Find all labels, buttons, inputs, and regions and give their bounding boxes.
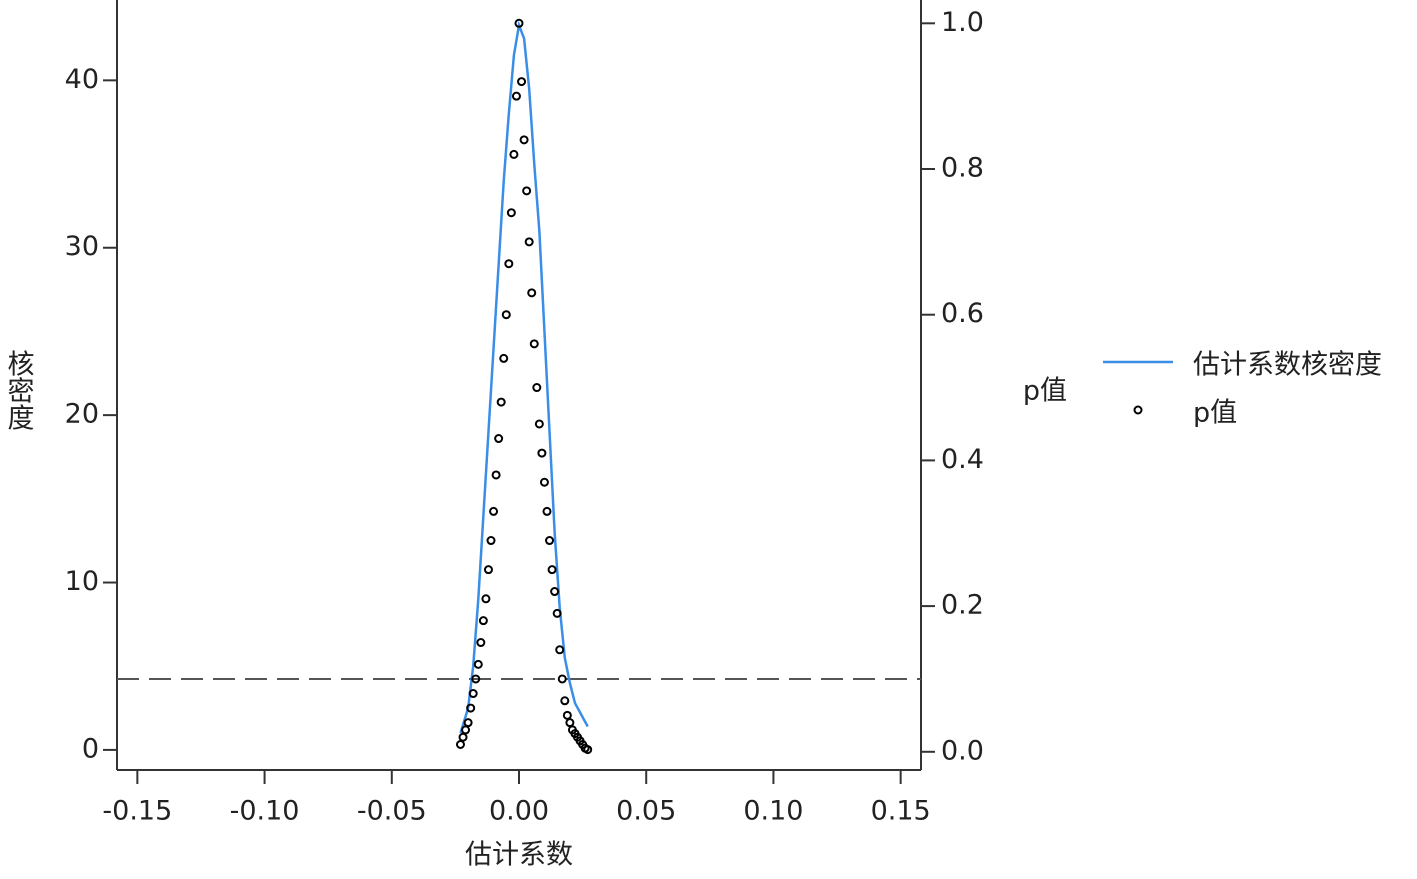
- p-value-point: [455, 740, 465, 750]
- p-value-point: [471, 674, 481, 684]
- p-value-point: [519, 135, 529, 145]
- legend-label: p值: [1193, 398, 1237, 429]
- p-value-point: [547, 565, 557, 575]
- p-value-point: [560, 696, 570, 706]
- x-tick-label: 0.00: [489, 796, 549, 827]
- p-value-point: [537, 448, 547, 458]
- y2-tick-label: 0.0: [941, 735, 984, 766]
- p-value-point: [506, 208, 516, 218]
- p-value-point: [499, 353, 509, 363]
- y-tick-label: 10: [65, 566, 99, 597]
- p-value-point: [501, 310, 511, 320]
- p-value-point: [565, 718, 575, 728]
- p-value-point: [461, 725, 471, 735]
- p-value-point: [473, 659, 483, 669]
- p-value-point: [491, 470, 501, 480]
- y2-tick-label: 0.4: [941, 444, 984, 475]
- p-value-point: [489, 506, 499, 516]
- p-value-point: [481, 594, 491, 604]
- p-value-point: [562, 710, 572, 720]
- p-value-point: [463, 718, 473, 728]
- x-tick-label: 0.10: [743, 796, 803, 827]
- density-line: [459, 20, 589, 734]
- p-value-point: [466, 703, 476, 713]
- p-value-point: [539, 477, 549, 487]
- p-value-point: [517, 77, 527, 87]
- p-value-point: [555, 645, 565, 655]
- p-value-point: [527, 288, 537, 298]
- p-value-point: [504, 259, 514, 269]
- y-tick-label: 20: [65, 399, 99, 430]
- y-tick-label: 30: [65, 231, 99, 262]
- p-value-point: [545, 536, 555, 546]
- y2-tick-label: 1.0: [941, 7, 984, 38]
- x-axis-label: 估计系数: [465, 840, 573, 871]
- p-value-point: [468, 689, 478, 699]
- y2-tick-label: 0.8: [941, 153, 984, 184]
- x-tick-label: -0.10: [230, 796, 300, 827]
- p-value-point: [511, 91, 521, 101]
- x-tick-label: -0.15: [102, 796, 172, 827]
- y-axis-label: 核密度: [3, 349, 35, 430]
- p-value-point: [583, 745, 593, 755]
- legend-marker: [1133, 405, 1143, 415]
- p-value-point: [483, 565, 493, 575]
- y-tick-label: 40: [65, 64, 99, 95]
- x-tick-label: -0.05: [357, 796, 427, 827]
- p-value-point: [532, 383, 542, 393]
- y-tick-label: 0: [82, 733, 99, 764]
- y2-tick-label: 0.2: [941, 590, 984, 621]
- p-value-point: [529, 339, 539, 349]
- p-value-point: [486, 536, 496, 546]
- p-value-point: [524, 237, 534, 247]
- x-tick-label: 0.05: [616, 796, 676, 827]
- p-value-point: [458, 732, 468, 742]
- p-value-point: [534, 419, 544, 429]
- y2-axis-label: p值: [1023, 376, 1067, 407]
- p-value-point: [552, 608, 562, 618]
- p-value-point: [476, 638, 486, 648]
- p-value-point: [522, 186, 532, 196]
- legend-label: 估计系数核密度: [1193, 350, 1382, 381]
- y2-tick-label: 0.6: [941, 298, 984, 329]
- p-value-point: [494, 434, 504, 444]
- p-value-point: [557, 674, 567, 684]
- p-value-point: [550, 587, 560, 597]
- p-value-point: [542, 506, 552, 516]
- x-tick-label: 0.15: [871, 796, 931, 827]
- p-value-point: [478, 616, 488, 626]
- p-value-point: [514, 18, 524, 28]
- p-value-point: [509, 149, 519, 159]
- p-value-point: [496, 397, 506, 407]
